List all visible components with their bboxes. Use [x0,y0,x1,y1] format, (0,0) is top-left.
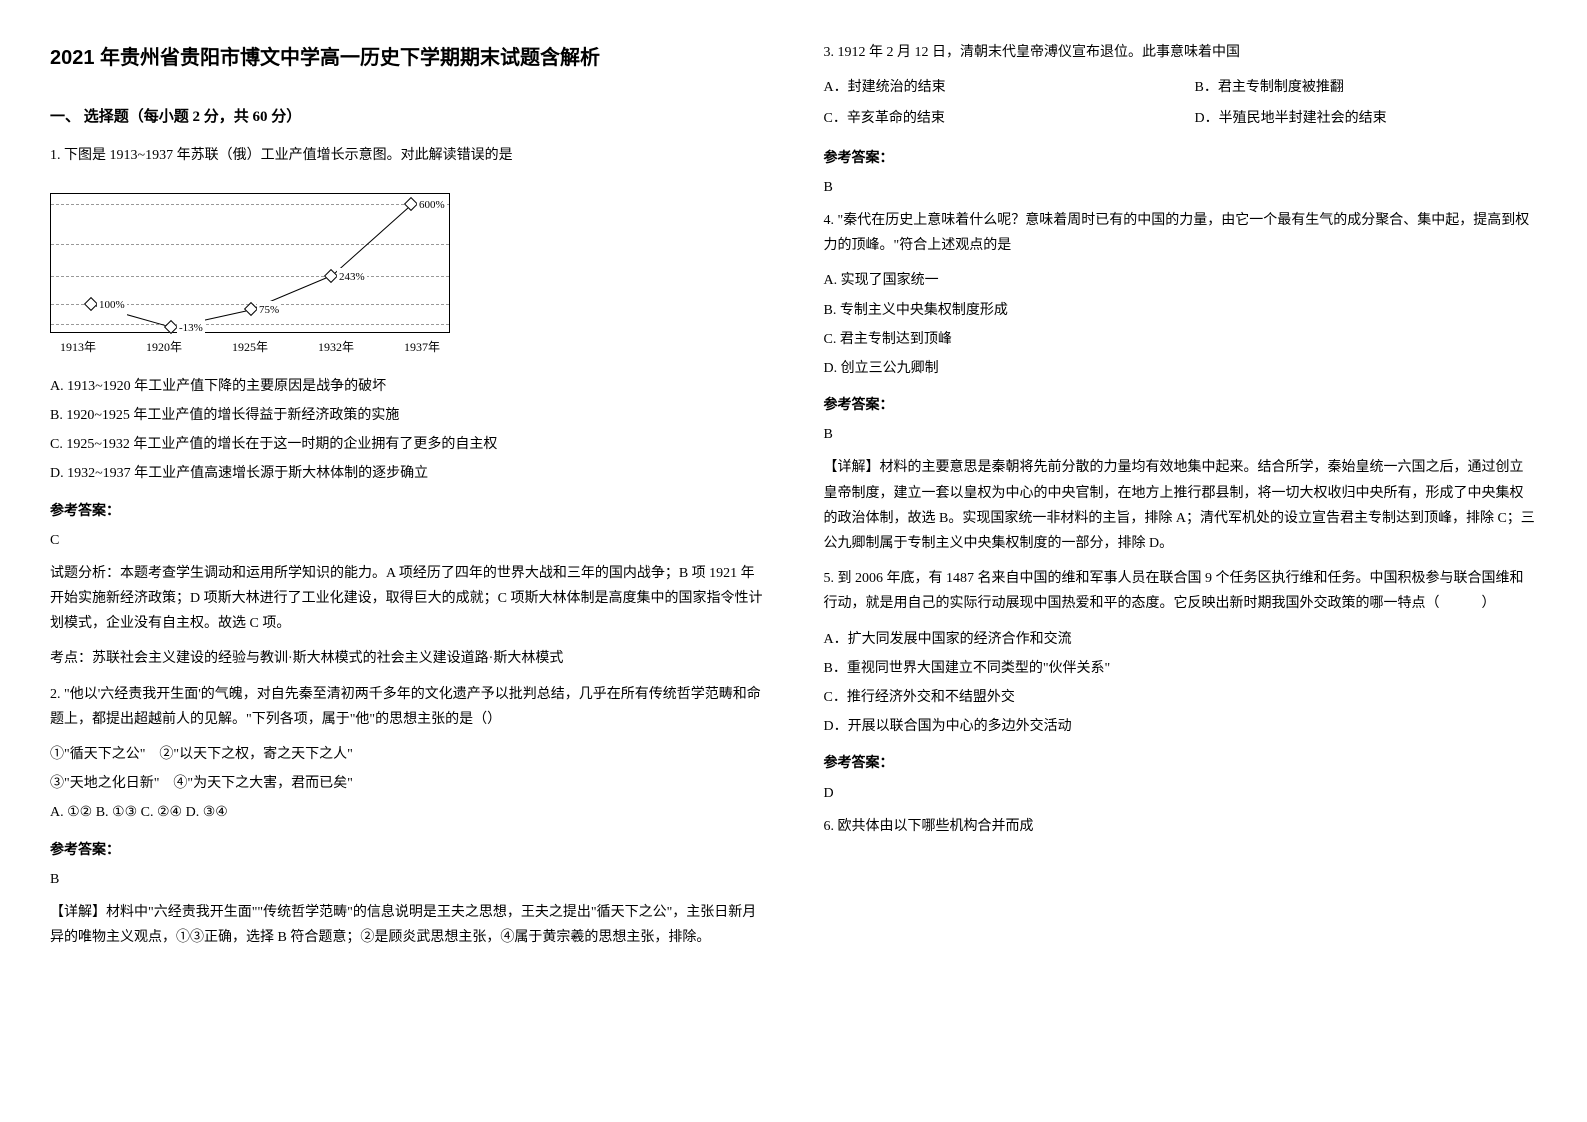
q5-opt-c: C．推行经济外交和不结盟外交 [824,685,1538,710]
q3-opt-d: D．半殖民地半封建社会的结束 [1195,106,1537,131]
q5-stem: 5. 到 2006 年底，有 1487 名来自中国的维和军事人员在联合国 9 个… [824,566,1538,616]
q1-answer: C [50,528,764,553]
q3-opt-row2: C．辛亥革命的结束 D．半殖民地半封建社会的结束 [824,106,1538,131]
q4-answer-label: 参考答案： [824,393,1538,418]
page-container: 2021 年贵州省贵阳市博文中学高一历史下学期期末试题含解析 一、 选择题（每小… [50,40,1537,1082]
q4-opt-d: D. 创立三公九卿制 [824,356,1538,381]
q5-answer: D [824,781,1538,806]
exam-title: 2021 年贵州省贵阳市博文中学高一历史下学期期末试题含解析 [50,40,764,76]
q1-kaodian: 考点：苏联社会主义建设的经验与教训·斯大林模式的社会主义建设道路·斯大林模式 [50,646,764,671]
q1-answer-label: 参考答案： [50,499,764,524]
chart-area: 100%-13%75%243%600% [50,193,450,333]
chart-x-axis: 1913年1920年1925年1932年1937年 [50,337,450,359]
q4-opt-a: A. 实现了国家统一 [824,268,1538,293]
q3-stem: 3. 1912 年 2 月 12 日，清朝末代皇帝溥仪宣布退位。此事意味着中国 [824,40,1538,65]
left-column: 2021 年贵州省贵阳市博文中学高一历史下学期期末试题含解析 一、 选择题（每小… [50,40,764,1082]
q2-analysis: 【详解】材料中"六经责我开生面""传统哲学范畴"的信息说明是王夫之思想，王夫之提… [50,900,764,950]
q1-analysis: 试题分析：本题考查学生调动和运用所学知识的能力。A 项经历了四年的世界大战和三年… [50,561,764,637]
q5-opt-b: B．重视同世界大国建立不同类型的"伙伴关系" [824,656,1538,681]
q4-analysis: 【详解】材料的主要意思是秦朝将先前分散的力量均有效地集中起来。结合所学，秦始皇统… [824,455,1538,556]
q5-answer-label: 参考答案： [824,751,1538,776]
q3-opt-row1: A．封建统治的结束 B．君主专制制度被推翻 [824,75,1538,100]
q2-answer: B [50,867,764,892]
q5-opt-d: D．开展以联合国为中心的多边外交活动 [824,714,1538,739]
q2-answer-label: 参考答案： [50,838,764,863]
q4-stem: 4. "秦代在历史上意味着什么呢？意味着周时已有的中国的力量，由它一个最有生气的… [824,208,1538,258]
q1-opt-d: D. 1932~1937 年工业产值高速增长源于斯大林体制的逐步确立 [50,461,764,486]
q3-opt-a: A．封建统治的结束 [824,75,1166,100]
q1-opt-b: B. 1920~1925 年工业产值的增长得益于新经济政策的实施 [50,403,764,428]
q4-answer: B [824,422,1538,447]
section-heading: 一、 选择题（每小题 2 分，共 60 分） [50,104,764,131]
q3-opt-c: C．辛亥革命的结束 [824,106,1166,131]
q4-opt-b: B. 专制主义中央集权制度形成 [824,298,1538,323]
q1-opt-a: A. 1913~1920 年工业产值下降的主要原因是战争的破坏 [50,374,764,399]
q2-subopt-1: ①"循天下之公" ②"以天下之权，寄之天下之人" [50,742,764,767]
q2-subopt-2: ③"天地之化日新" ④"为天下之大害，君而已矣" [50,771,764,796]
q5-opt-a: A．扩大同发展中国家的经济合作和交流 [824,627,1538,652]
q3-answer: B [824,175,1538,200]
q3-opt-b: B．君主专制制度被推翻 [1195,75,1537,100]
q2-opts-line: A. ①② B. ①③ C. ②④ D. ③④ [50,800,764,825]
right-column: 3. 1912 年 2 月 12 日，清朝末代皇帝溥仪宣布退位。此事意味着中国 … [824,40,1538,1082]
q1-opt-c: C. 1925~1932 年工业产值的增长在于这一时期的企业拥有了更多的自主权 [50,432,764,457]
q6-stem: 6. 欧共体由以下哪些机构合并而成 [824,814,1538,839]
q1-stem: 1. 下图是 1913~1937 年苏联（俄）工业产值增长示意图。对此解读错误的… [50,143,764,168]
q1-chart: 100%-13%75%243%600% 1913年1920年1925年1932年… [50,193,450,359]
q4-opt-c: C. 君主专制达到顶峰 [824,327,1538,352]
q2-stem: 2. "他以'六经责我开生面'的气魄，对自先秦至清初两千多年的文化遗产予以批判总… [50,682,764,732]
q3-answer-label: 参考答案： [824,146,1538,171]
